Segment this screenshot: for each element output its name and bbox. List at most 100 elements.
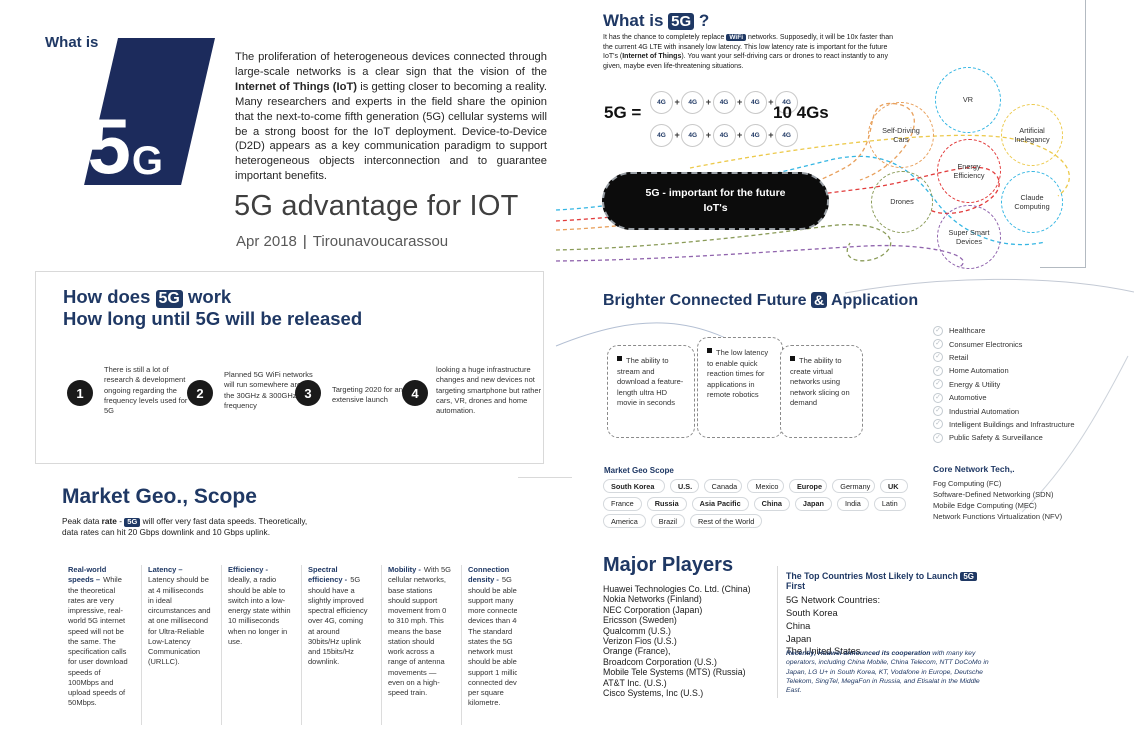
spec-col-mobility: Mobility - With 5G cellular networks, bas… (382, 565, 462, 725)
company: Qualcomm (U.S.) (603, 625, 671, 636)
page-edge-small-line (518, 477, 572, 478)
market-geo-tags: South Korea U.S. Canada Mexico Europe Ge… (603, 479, 913, 532)
4g-circle: 4G (681, 123, 705, 147)
plus-sign: + (737, 130, 743, 140)
date-author-line: Apr 2018 | Tirounavoucarassou (236, 233, 448, 250)
bullet-square-icon (617, 356, 622, 361)
page-edge-vertical-line (1085, 0, 1086, 267)
4g-circle: 4G (712, 90, 736, 114)
company: Mobile Tele Systems (MTS) (Russia) (603, 667, 746, 678)
geo-pill: U.S. (670, 479, 699, 493)
5g-badge: 5G (155, 290, 183, 309)
vertical-divider (777, 566, 778, 698)
major-players-list: Huawei Technologies Co. Ltd. (China) Nok… (603, 584, 751, 698)
ampersand-badge: & (811, 292, 828, 309)
how-does-5g-work-card: How does 5G work How long until 5G will … (35, 271, 544, 464)
4g-circle: 4G (775, 90, 799, 114)
spec-columns: Real-world speeds – While the theoretical… (62, 565, 517, 725)
checklist-item: Public Safety & Surveillance (933, 431, 1075, 444)
peak-data-rate-paragraph: Peak data rate - 5G will offer very fast… (62, 516, 308, 537)
5g-badge: 5G (668, 13, 695, 31)
bubble-drones: Drones (871, 171, 933, 233)
date: Apr 2018 (236, 233, 297, 250)
step-1-circle: 1 (67, 380, 93, 406)
4g-circle: 4G (775, 123, 799, 147)
spec-col-spectral-efficiency: Spectral efficiency -5G should have a sl… (302, 565, 382, 725)
company: Broadcom Corporation (U.S.) (603, 656, 717, 667)
checklist-item: Intelligent Buildings and Infrastructure (933, 418, 1075, 431)
app-box-streaming: The ability to stream and download a fea… (607, 345, 695, 438)
wifi-badge: WiFi (726, 34, 747, 42)
step-4-circle: 4 (402, 380, 428, 406)
bubble-self-driving-cars: Self-Driving Cars (868, 102, 934, 168)
geo-pill: Brazil (650, 514, 686, 528)
checklist-item: Automotive (933, 391, 1075, 404)
4g-circle: 4G (650, 123, 673, 147)
logo-g: G (131, 139, 163, 183)
geo-pill: Rest of the World (690, 514, 763, 528)
geo-pill: America (603, 514, 646, 528)
step-3-circle: 3 (295, 380, 321, 406)
company: Nokia Networks (Finland) (603, 594, 702, 605)
company: AT&T Inc. (U.S.) (603, 677, 667, 688)
checklist-item: Consumer Electronics (933, 337, 1075, 350)
geo-pill: India (837, 496, 869, 511)
check-icon (933, 365, 943, 376)
spec-col-latency: Latency –Latency should be at 4 millisec… (142, 565, 222, 725)
plus-sign: + (768, 97, 774, 107)
equation-grid: 4G + 4G + 4G + 4G + 4G 4G + 4G + 4G + 4G + 4G (650, 90, 799, 147)
geo-pill: Latin (873, 496, 906, 511)
checklist-item: Healthcare (933, 324, 1075, 337)
brighter-future-heading: Brighter Connected Future & Application (603, 292, 919, 309)
plus-sign: + (705, 97, 712, 107)
market-geo-scope-label: Market Geo Scope (604, 466, 674, 475)
check-icon (933, 419, 943, 430)
check-icon (933, 339, 943, 350)
plus-sign: + (674, 130, 680, 140)
check-icon (933, 352, 943, 363)
geo-pill: Asia Pacific (691, 496, 749, 511)
plus-sign: + (674, 97, 680, 107)
5g-badge: 5G (960, 572, 977, 582)
spec-col-connection-density: Connection density -5G should be able to… (468, 565, 517, 708)
bubble-vr: VR (935, 67, 1001, 133)
check-icon (933, 325, 943, 336)
checklist-item: Industrial Automation (933, 404, 1075, 417)
top-countries-block: The Top Countries Most Likely to Launch … (786, 571, 996, 658)
4g-circle: 4G (712, 123, 736, 147)
what-is-5g-heading: What is 5G ? (603, 11, 710, 31)
intro-paragraph: The proliferation of heterogeneous devic… (235, 51, 547, 183)
spec-col-efficiency: Efficiency -Ideally, a radio should be a… (222, 565, 302, 725)
applications-checklist: Healthcare Consumer Electronics Retail H… (933, 324, 1075, 445)
major-players-title: Major Players (603, 554, 734, 576)
bubble-super-smart-devices: Super Smart Devices (937, 205, 1001, 269)
check-icon (933, 406, 943, 417)
geo-pill: South Korea (603, 479, 665, 493)
spec-col-real-world-speeds: Real-world speeds – While the theoretical… (62, 565, 142, 725)
4g-circle: 4G (743, 123, 767, 147)
5g-important-capsule: 5G - important for the future IoT's (602, 172, 829, 230)
checklist-item: Energy & Utility (933, 378, 1075, 391)
how-does-heading: How does 5G work How long until 5G will … (63, 286, 363, 330)
company: Verizon Fios (U.S.) (603, 636, 677, 647)
4g-circle: 4G (681, 90, 705, 114)
step-2-text: Planned 5G WiFi networks will run somewh… (224, 370, 314, 411)
app-box-low-latency: The low latency to enable quick reaction… (697, 337, 783, 438)
company: Huawei Technologies Co. Ltd. (China) (603, 584, 751, 594)
geo-pill: Germany (832, 479, 875, 493)
step-2-circle: 2 (187, 380, 213, 406)
company: Ericsson (Sweden) (603, 615, 677, 626)
geo-pill: Japan (794, 496, 832, 511)
step-1-text: There is still a lot of research & devel… (104, 365, 188, 416)
plus-sign: + (768, 130, 774, 140)
page-edge-horizontal-line (1040, 267, 1086, 268)
top-countries-title: The Top Countries Most Likely to Launch … (786, 571, 996, 591)
geo-pill: Russia (646, 496, 687, 511)
geo-pill: France (603, 496, 642, 511)
check-icon (933, 432, 943, 443)
what-is-label: What is (45, 34, 99, 51)
5g-logo-text: 5 G (87, 102, 163, 190)
5g-badge: 5G (124, 517, 141, 527)
app-box-network-slicing: The ability to create virtual networks u… (780, 345, 863, 438)
